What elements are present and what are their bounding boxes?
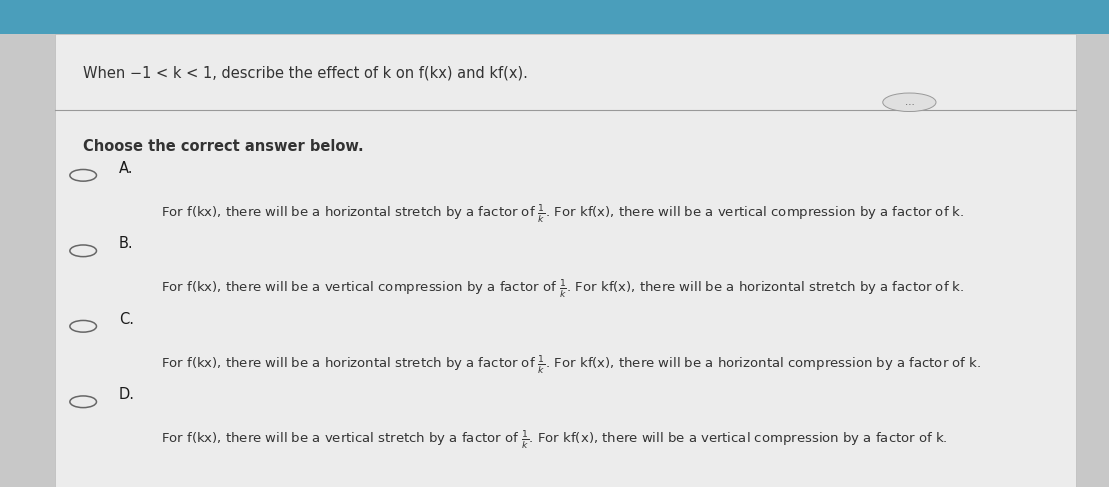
FancyBboxPatch shape [0, 0, 1109, 34]
Text: B.: B. [119, 236, 133, 251]
Text: For f(kx), there will be a horizontal stretch by a factor of $\frac{1}{k}$. For : For f(kx), there will be a horizontal st… [161, 202, 964, 225]
Ellipse shape [883, 93, 936, 112]
Text: A.: A. [119, 161, 133, 176]
Text: For f(kx), there will be a vertical compression by a factor of $\frac{1}{k}$. Fo: For f(kx), there will be a vertical comp… [161, 278, 964, 300]
Text: When −1 < k < 1, describe the effect of k on f(kx) and kf(x).: When −1 < k < 1, describe the effect of … [83, 66, 528, 81]
Text: D.: D. [119, 387, 134, 402]
FancyBboxPatch shape [55, 34, 1076, 487]
Text: For f(kx), there will be a vertical stretch by a factor of $\frac{1}{k}$. For kf: For f(kx), there will be a vertical stre… [161, 429, 947, 451]
Text: …: … [905, 97, 914, 107]
Text: Choose the correct answer below.: Choose the correct answer below. [83, 139, 364, 154]
Text: C.: C. [119, 312, 134, 327]
Text: For f(kx), there will be a horizontal stretch by a factor of $\frac{1}{k}$. For : For f(kx), there will be a horizontal st… [161, 353, 980, 376]
